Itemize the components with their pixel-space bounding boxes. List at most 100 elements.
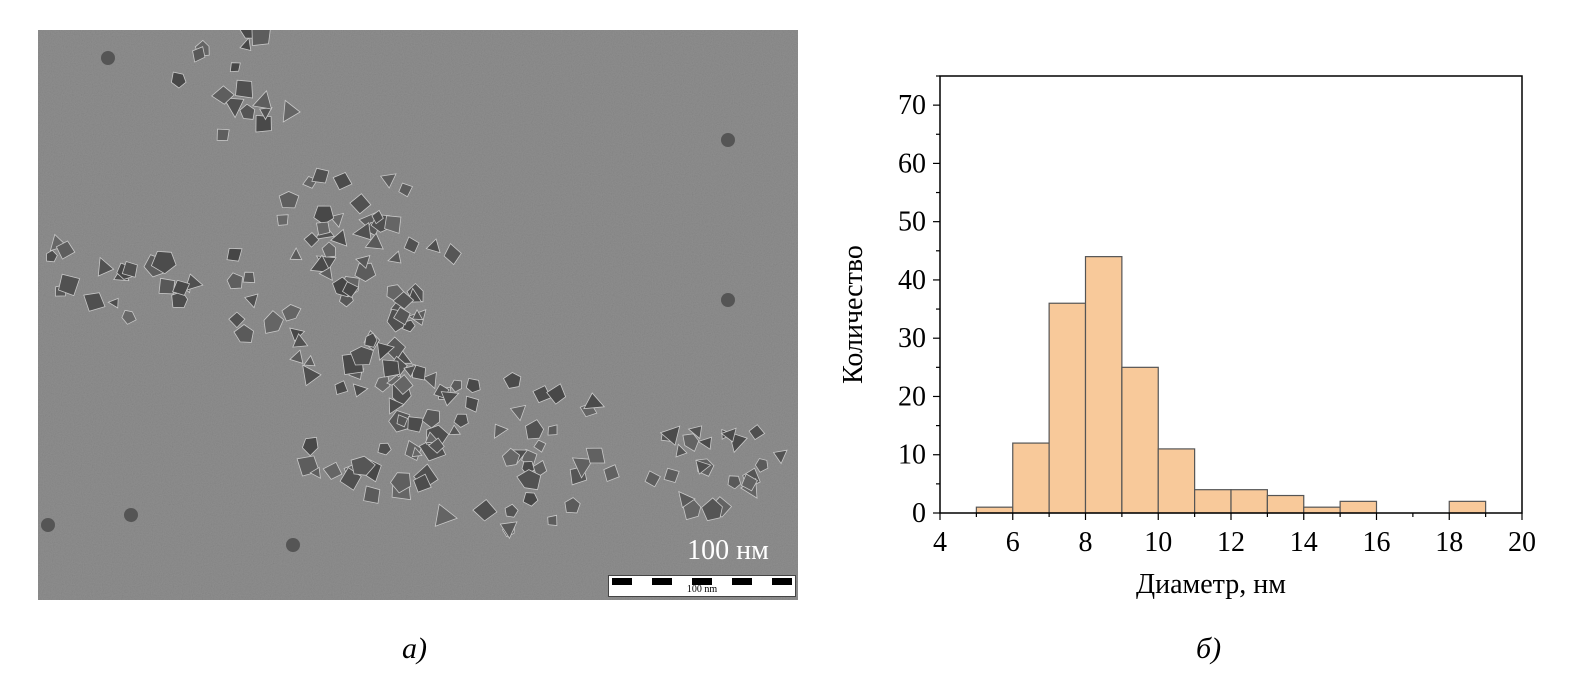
nanoparticle [583,392,606,410]
nanoparticle [226,272,243,290]
x-tick-label: 10 [1144,527,1172,558]
nanoparticle [379,173,397,189]
nanoparticle [546,383,567,405]
nanoparticle [392,374,414,395]
histogram-axes: 0 10 20 30 40 50 60 70 4 6 8 10 12 14 16 18 20 [898,75,1536,558]
x-tick-label: 8 [1079,527,1093,558]
isolated-nanoparticle [286,538,300,552]
nanoparticle [384,215,402,234]
nanoparticle [663,467,680,483]
nanoparticle [233,324,254,343]
nanoparticle [547,424,558,436]
y-tick-label: 70 [898,90,926,121]
isolated-nanoparticle [101,51,115,65]
nanoparticle [332,171,353,191]
nanoparticle [571,457,594,479]
nanoparticle [278,191,300,209]
histogram-bar [1339,500,1378,514]
histogram-bar [1157,448,1196,514]
nanoparticle [329,228,348,247]
nanoparticle [377,442,392,456]
nanoparticle [309,466,321,479]
nanoparticle [55,240,76,260]
nanoparticle [349,346,374,366]
nanoparticle [382,359,400,378]
nanoparticle-cluster [41,30,788,552]
tem-particles-canvas [38,30,798,600]
nanoparticle [448,424,462,436]
caption-b: б) [1196,632,1222,665]
nanoparticle [371,209,384,225]
caption-a: а) [402,632,427,665]
x-tick-label: 14 [1290,527,1318,558]
nanoparticle [748,424,766,441]
nanoparticle [659,425,681,446]
nanoparticle [376,341,396,361]
y-tick-label: 30 [898,323,926,354]
nanoparticle [303,232,320,248]
scale-bar: 100 nm [608,575,796,597]
nanoparticle [322,461,343,480]
nanoparticle [472,498,498,522]
nanoparticle [216,128,230,141]
nanoparticle [740,473,758,492]
tem-micrograph: 100 нм 100 nm [38,30,798,600]
nanoparticle [242,271,256,284]
nanoparticle [440,391,460,407]
nanoparticle [341,281,360,299]
histogram-bar [1266,494,1305,514]
nanoparticle [276,214,289,226]
nanoparticle [350,455,376,476]
nanoparticle [255,114,272,133]
nanoparticle [644,470,661,488]
nanoparticle [403,236,420,254]
y-tick-label: 10 [898,440,926,471]
y-tick-label: 20 [898,381,926,412]
nanoparticle [349,193,372,215]
nanoparticle [387,250,402,264]
nanoparticle [504,503,519,518]
histogram-bar [1448,500,1487,514]
nanoparticle [393,306,411,326]
nanoparticle [222,97,245,119]
nanoparticle [465,378,481,394]
nanoparticle [321,241,337,258]
isolated-nanoparticle [721,133,735,147]
nanoparticle [83,292,106,312]
nanoparticle [229,62,241,73]
nanoparticle [453,413,469,428]
nanoparticle [364,332,378,348]
nanoparticle [311,167,330,184]
nanoparticle [533,439,547,453]
nanoparticle [403,364,417,378]
nanoparticle [364,232,384,250]
x-tick-label: 18 [1435,527,1463,558]
nanoparticle [585,447,606,464]
nanoparticle [603,464,620,483]
nanoparticle [97,256,115,277]
nanoparticle [682,433,700,452]
scale-bar-text: 100 nm [686,584,718,595]
nanoparticle [502,372,522,389]
isolated-nanoparticle [41,518,55,532]
nanoparticle [239,37,252,52]
nanoparticle [318,266,333,282]
nanoparticle [239,103,256,120]
nanoparticle [522,492,539,507]
nanoparticle [389,472,412,494]
histogram-bar [1303,506,1341,514]
nanoparticle [396,414,409,428]
nanoparticle [494,423,509,439]
nanoparticle [226,247,243,262]
nanoparticle [354,255,371,270]
histogram-bars [975,256,1487,514]
nanoparticle [450,379,463,393]
nanoparticle [398,182,414,198]
nanoparticle [158,277,176,295]
nanoparticle [289,247,303,261]
y-tick-label: 0 [912,498,926,529]
nanoparticle [675,443,688,458]
nanoparticle [46,249,58,263]
x-axis-label: Диаметр, нм [1136,569,1286,600]
nanoparticle [301,436,319,457]
